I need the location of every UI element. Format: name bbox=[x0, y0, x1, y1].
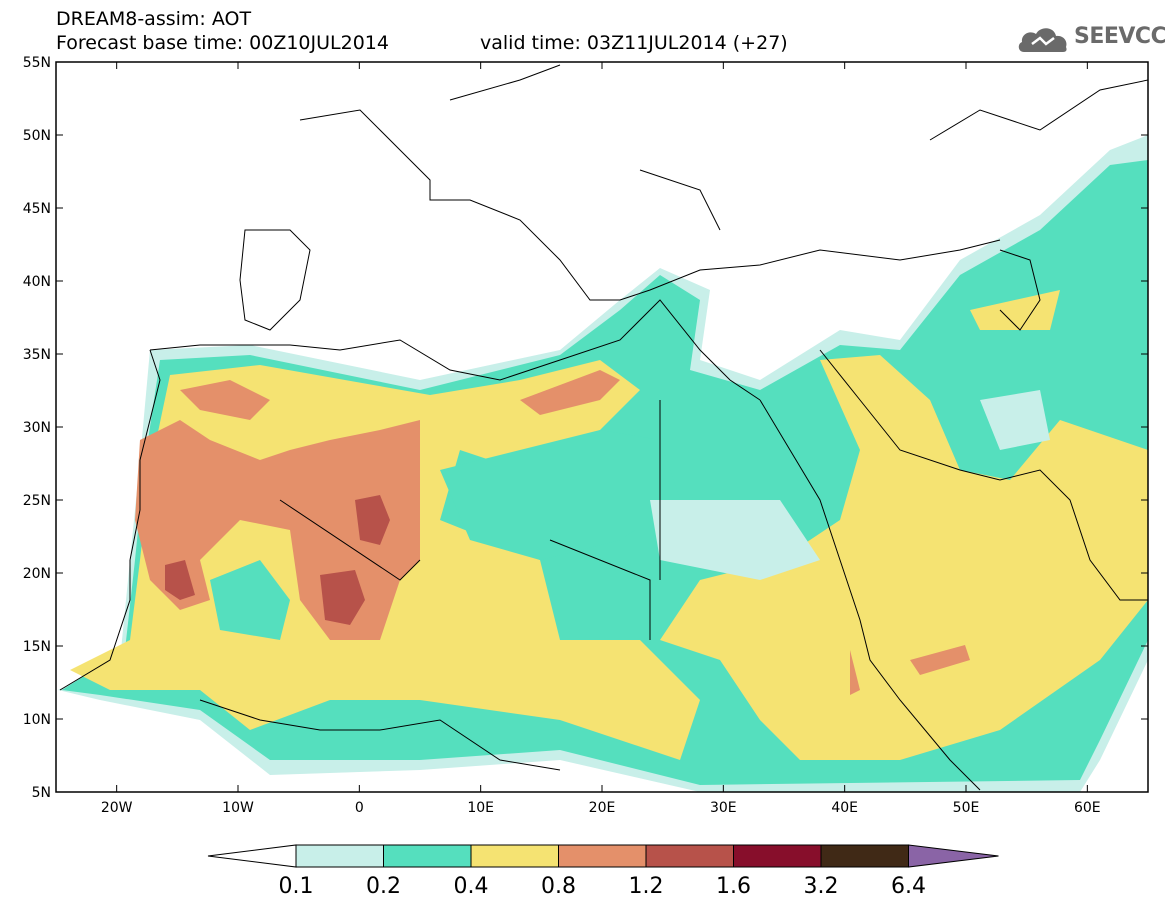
colorbar-label: 0.2 bbox=[366, 874, 401, 899]
time-line: Forecast base time: 00Z10JUL2014 valid ti… bbox=[56, 32, 788, 54]
lat-axis: 55N 50N 45N 40N 35N 30N 25N 20N 15N 10N 5N bbox=[23, 55, 1148, 801]
colorbar-label: 0.1 bbox=[279, 874, 314, 899]
lon-tick-label: 30E bbox=[710, 800, 737, 816]
colorbar-swatch bbox=[295, 844, 384, 868]
colorbar-label: 1.2 bbox=[629, 874, 664, 899]
colorbar-label: 0.4 bbox=[454, 874, 489, 899]
lon-tick-label: 20E bbox=[589, 800, 616, 816]
colorbar-swatch bbox=[558, 844, 647, 868]
colorbar-label: 1.6 bbox=[716, 874, 751, 899]
seevccc-logo: SEEVCCC bbox=[1016, 20, 1165, 56]
lon-axis: 20W 10W 0 10E 20E 30E 40E 50E 60E bbox=[101, 62, 1101, 816]
cloud-icon bbox=[1018, 28, 1067, 52]
lat-tick-label: 30N bbox=[23, 420, 51, 436]
lon-tick-label: 10W bbox=[222, 800, 254, 816]
lat-tick-label: 40N bbox=[23, 274, 51, 290]
valid-time: valid time: 03Z11JUL2014 (+27) bbox=[480, 32, 788, 54]
lat-tick-label: 20N bbox=[23, 566, 51, 582]
lon-tick-label: 60E bbox=[1074, 800, 1101, 816]
base-time: Forecast base time: 00Z10JUL2014 bbox=[56, 32, 389, 54]
lon-tick-label: 10E bbox=[467, 800, 494, 816]
lat-tick-label: 25N bbox=[23, 493, 51, 509]
lat-tick-label: 50N bbox=[23, 128, 51, 144]
lat-tick-label: 35N bbox=[23, 347, 51, 363]
aot-zone-1.2 bbox=[355, 495, 390, 545]
colorbar-label: 6.4 bbox=[891, 874, 926, 899]
lat-tick-label: 55N bbox=[23, 55, 51, 71]
colorbar: 0.1 0.2 0.4 0.8 1.2 1.6 3.2 6.4 bbox=[207, 844, 999, 899]
lon-tick-label: 40E bbox=[831, 800, 858, 816]
colorbar-swatch bbox=[820, 844, 909, 868]
lat-tick-label: 15N bbox=[23, 639, 51, 655]
colorbar-swatch bbox=[645, 844, 734, 868]
lon-tick-label: 50E bbox=[953, 800, 980, 816]
colorbar-swatch bbox=[470, 844, 559, 868]
colorbar-label: 3.2 bbox=[804, 874, 839, 899]
lat-tick-label: 5N bbox=[32, 785, 51, 801]
lat-tick-label: 10N bbox=[23, 712, 51, 728]
aot-field bbox=[58, 135, 1148, 792]
colorbar-under-arrow bbox=[207, 844, 297, 868]
aot-zone-0.4-east bbox=[660, 355, 1148, 760]
colorbar-swatch bbox=[383, 844, 472, 868]
colorbar-swatch bbox=[733, 844, 822, 868]
lon-tick-label: 20W bbox=[101, 800, 133, 816]
logo-text: SEEVCCC bbox=[1074, 24, 1165, 49]
colorbar-label: 0.8 bbox=[541, 874, 576, 899]
coastlines bbox=[59, 64, 1148, 791]
lat-tick-label: 45N bbox=[23, 201, 51, 217]
lon-tick-label: 0 bbox=[355, 800, 364, 816]
aot-zone-0.4-caspian bbox=[970, 290, 1060, 330]
colorbar-over-arrow bbox=[908, 844, 999, 868]
chart-title: DREAM8-assim: AOT bbox=[56, 8, 252, 30]
